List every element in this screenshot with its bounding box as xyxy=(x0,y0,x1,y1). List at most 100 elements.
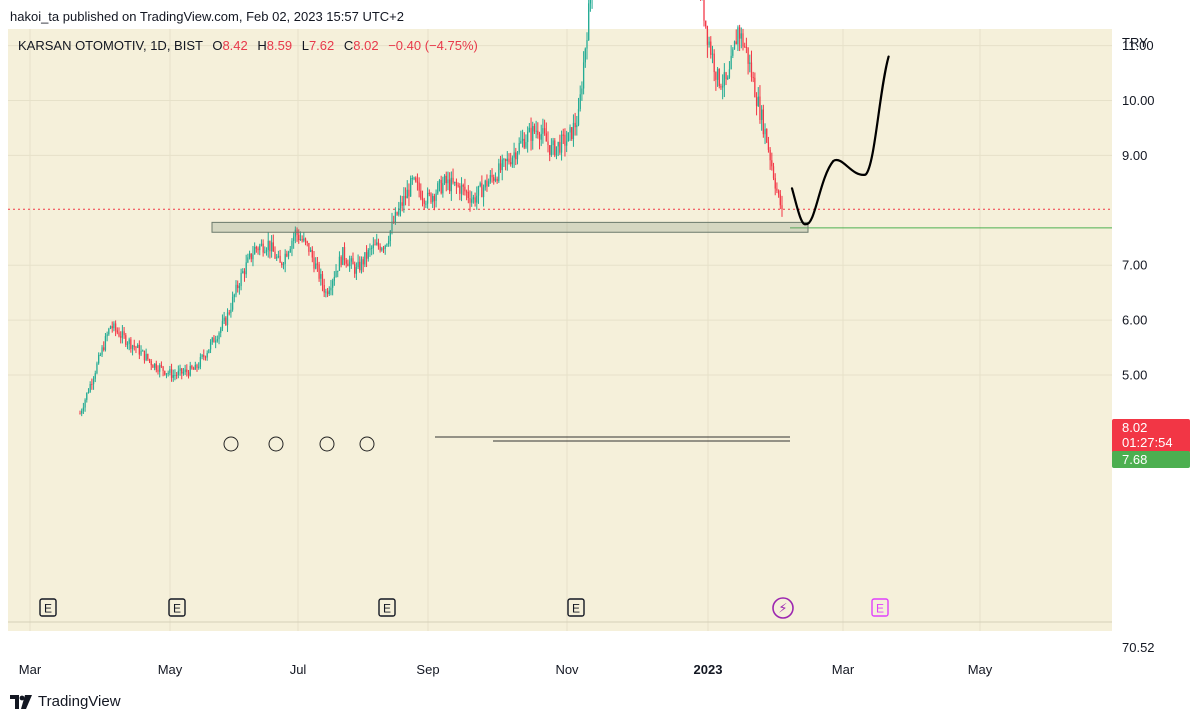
candle xyxy=(525,142,527,148)
candle xyxy=(389,230,391,242)
candle xyxy=(401,202,403,206)
candle xyxy=(138,344,140,355)
candle xyxy=(762,109,764,135)
y-tick-label: 5.00 xyxy=(1122,368,1147,383)
candle xyxy=(716,68,719,80)
candle xyxy=(413,177,415,179)
candle xyxy=(515,152,517,160)
candle xyxy=(511,157,514,165)
y-tick-label: 9.00 xyxy=(1122,148,1147,163)
candle xyxy=(437,183,439,194)
candle xyxy=(506,158,508,162)
candle xyxy=(169,369,171,373)
candle xyxy=(282,264,285,266)
candle xyxy=(560,134,563,153)
candle xyxy=(703,0,705,21)
event-label: E xyxy=(173,602,181,616)
candle xyxy=(211,337,213,343)
candle xyxy=(738,27,741,39)
candle xyxy=(326,291,329,295)
candle xyxy=(582,62,585,89)
candle xyxy=(335,271,337,277)
candle xyxy=(516,152,519,160)
candle xyxy=(377,242,380,247)
candle xyxy=(374,244,376,246)
candle xyxy=(248,253,251,258)
candle xyxy=(749,62,751,64)
candle xyxy=(744,46,746,48)
candle xyxy=(260,243,263,246)
candle xyxy=(365,252,368,259)
candle xyxy=(776,188,778,191)
price-label-text: 7.68 xyxy=(1122,452,1147,467)
candle xyxy=(455,181,458,186)
candle xyxy=(118,332,120,337)
candle xyxy=(774,178,776,189)
candle xyxy=(715,72,717,80)
candle xyxy=(533,126,536,132)
candle xyxy=(176,374,178,376)
time-scale[interactable] xyxy=(8,631,1112,685)
candle xyxy=(293,236,295,241)
candle xyxy=(418,182,420,191)
candle xyxy=(779,194,781,206)
candle xyxy=(579,94,581,109)
candle xyxy=(147,353,149,360)
candle xyxy=(532,126,534,141)
candle xyxy=(767,142,770,150)
candle xyxy=(442,183,444,194)
candle xyxy=(315,263,317,269)
candle xyxy=(537,130,539,135)
candle xyxy=(121,331,124,338)
event-label: ⚡ xyxy=(778,602,787,617)
candle xyxy=(771,160,773,167)
x-tick-label: Jul xyxy=(290,662,307,677)
candle xyxy=(484,180,486,188)
legend-close: 8.02 xyxy=(353,38,379,53)
candle xyxy=(231,296,234,310)
event-label: E xyxy=(383,602,391,616)
chart-plot-area[interactable] xyxy=(8,29,1112,631)
candle xyxy=(489,175,491,182)
candle xyxy=(488,181,490,187)
candle xyxy=(737,27,739,45)
candle xyxy=(130,339,132,349)
event-marker-3 xyxy=(567,598,585,617)
candle xyxy=(372,244,374,248)
candle xyxy=(213,337,215,343)
x-tick-label: Mar xyxy=(832,662,855,677)
candle xyxy=(196,364,198,368)
y-tick-label: 11.00 xyxy=(1122,38,1154,53)
candle xyxy=(708,41,710,45)
candle xyxy=(294,229,296,237)
candle xyxy=(421,198,424,200)
event-label: E xyxy=(876,602,884,616)
candle xyxy=(527,131,529,143)
candle xyxy=(371,247,373,249)
candle xyxy=(357,261,359,268)
candle xyxy=(571,127,573,139)
candle xyxy=(420,190,422,199)
candle xyxy=(440,179,442,194)
candle xyxy=(584,48,586,63)
currency-label: TRY xyxy=(1122,35,1148,50)
candle xyxy=(491,175,493,178)
candle xyxy=(313,257,315,269)
candle xyxy=(181,368,183,374)
candle xyxy=(481,183,483,198)
candle xyxy=(286,253,288,257)
candle xyxy=(323,284,325,293)
candle xyxy=(352,258,354,265)
candle xyxy=(564,134,566,146)
candle xyxy=(735,41,737,45)
candle xyxy=(103,347,105,350)
candle xyxy=(225,317,227,326)
candle xyxy=(337,270,339,272)
tradingview-logo[interactable]: TradingView xyxy=(10,693,121,710)
candle xyxy=(208,349,210,353)
candle xyxy=(727,77,729,80)
candle xyxy=(276,257,278,259)
candle xyxy=(333,276,335,281)
price-scale[interactable] xyxy=(1112,29,1200,631)
candle xyxy=(338,256,341,271)
